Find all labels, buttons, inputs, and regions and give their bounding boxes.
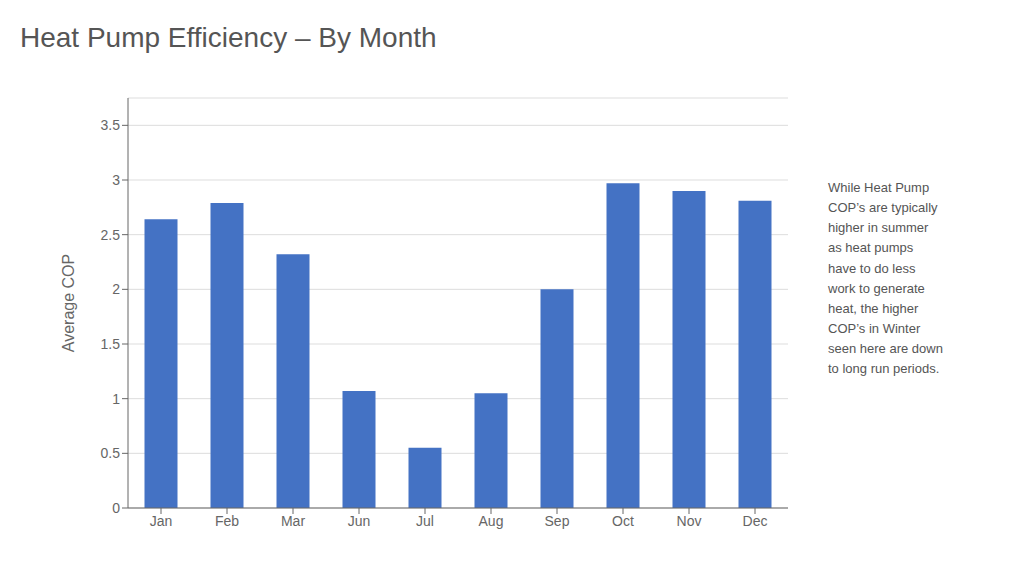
svg-text:3.5: 3.5 (101, 117, 121, 133)
svg-text:Average COP: Average COP (60, 254, 77, 352)
html-text:to long run periods.: to long run periods. (828, 361, 940, 377)
html-text:work to generate: work to generate (828, 280, 925, 296)
svg-text:Mar: Mar (281, 513, 305, 529)
svg-text:Nov: Nov (677, 513, 702, 529)
svg-text:Aug: Aug (479, 513, 504, 529)
svg-text:0.5: 0.5 (101, 445, 121, 461)
html-text:COP’s are typically: COP’s are typically (828, 200, 938, 216)
html-text:COP’s in Winter: COP’s in Winter (828, 321, 921, 336)
svg-text:1: 1 (112, 391, 120, 407)
html-text:seen here are down: seen here are down (828, 341, 943, 357)
html-text:have to do less: have to do less (828, 260, 916, 276)
svg-text:Jul: Jul (416, 513, 434, 529)
svg-text:Oct: Oct (612, 513, 634, 529)
html-text:While Heat Pump: While Heat Pump (828, 180, 930, 195)
svg-text:2.5: 2.5 (101, 227, 121, 243)
svg-text:Sep: Sep (545, 513, 570, 529)
html-text:heat, the higher: heat, the higher (828, 300, 919, 316)
svg-text:3: 3 (112, 172, 120, 188)
svg-text:0: 0 (112, 500, 120, 516)
svg-text:Jun: Jun (348, 513, 371, 529)
svg-text:2: 2 (112, 281, 120, 297)
html-text:higher in summer: higher in summer (828, 220, 929, 236)
html-text:as heat pumps: as heat pumps (828, 240, 914, 256)
html-text:Heat Pump Efficiency – By Mont: Heat Pump Efficiency – By Month (20, 22, 437, 53)
svg-text:Feb: Feb (215, 513, 239, 529)
svg-text:Dec: Dec (743, 513, 768, 529)
svg-text:1.5: 1.5 (101, 336, 121, 352)
svg-text:Jan: Jan (150, 513, 173, 529)
